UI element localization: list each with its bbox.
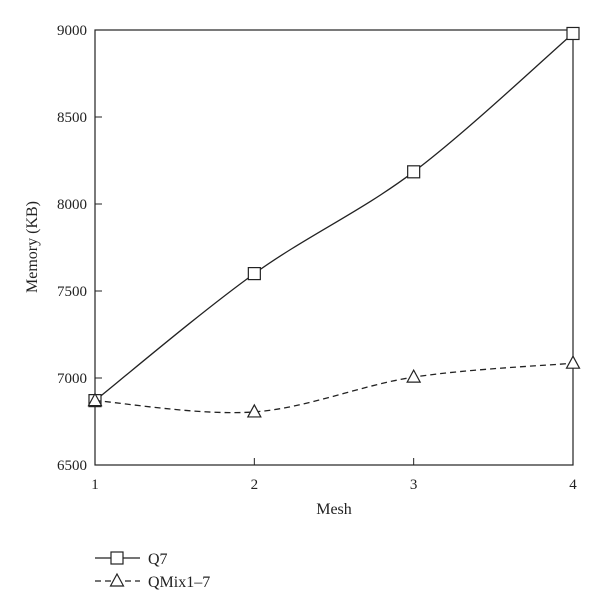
square-data-point xyxy=(566,26,580,41)
triangle-data-point xyxy=(87,392,103,407)
y-tick-label: 8000 xyxy=(57,197,87,213)
square-data-point xyxy=(407,165,421,179)
legend-label: Q7 xyxy=(148,551,168,568)
y-tick-label: 9000 xyxy=(57,23,87,39)
legend-marker-triangle xyxy=(109,572,125,587)
legend-item: Q7 xyxy=(95,551,168,568)
legend: Q7 QMix1–7 xyxy=(95,551,210,591)
series-layer xyxy=(87,26,581,418)
y-tick-label: 8500 xyxy=(57,110,87,126)
square-data-point xyxy=(247,267,261,281)
series-qmix xyxy=(87,354,581,418)
legend-label: QMix1–7 xyxy=(148,574,210,591)
plot-frame xyxy=(94,29,574,466)
x-axis-label: Mesh xyxy=(316,501,352,518)
legend-item: QMix1–7 xyxy=(95,572,210,591)
triangle-data-point xyxy=(246,403,262,418)
triangle-data-point xyxy=(406,368,422,383)
series-line xyxy=(94,362,574,414)
series-q7 xyxy=(88,26,580,408)
x-tick-label: 3 xyxy=(410,477,418,493)
axis-ticks: 1 2 3 4 6500 7000 7500 8000 8500 9000 xyxy=(57,23,577,493)
y-tick-label: 6500 xyxy=(57,458,87,474)
y-tick-label: 7000 xyxy=(57,371,87,387)
x-tick-label: 2 xyxy=(251,477,259,493)
legend-marker-square xyxy=(110,551,124,565)
y-axis-label: Memory (KB) xyxy=(24,201,41,293)
triangle-data-point xyxy=(565,354,581,369)
x-tick-label: 1 xyxy=(91,477,99,493)
y-tick-label: 7500 xyxy=(57,284,87,300)
x-tick-label: 4 xyxy=(569,477,577,493)
series-line xyxy=(94,32,574,402)
